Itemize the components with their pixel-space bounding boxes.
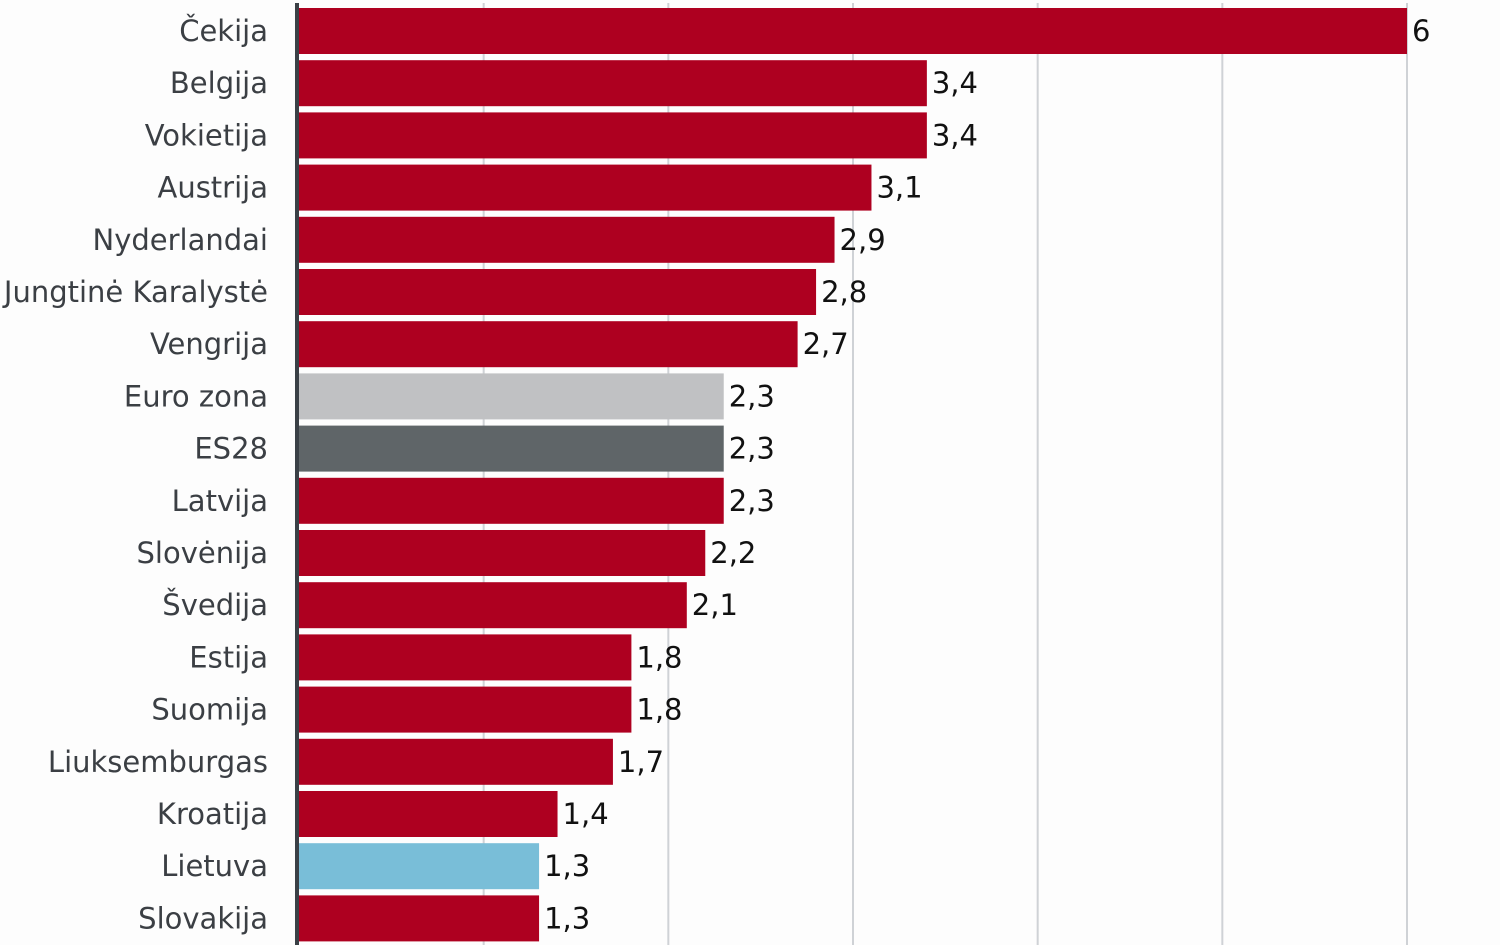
- category-label: Kroatija: [157, 797, 268, 831]
- category-label: Vokietija: [145, 118, 268, 152]
- category-label: Slovakija: [138, 901, 268, 935]
- category-label: Euro zona: [124, 379, 268, 413]
- value-label: 2,8: [821, 275, 867, 309]
- bar: [299, 791, 558, 837]
- value-label: 2,2: [710, 536, 756, 570]
- category-label: Suomija: [151, 693, 268, 727]
- value-label: 2,7: [803, 327, 849, 361]
- category-label: ES28: [194, 432, 268, 466]
- bar: [299, 477, 724, 524]
- value-label: 3,4: [932, 118, 978, 152]
- value-label: 2,9: [840, 223, 886, 257]
- bar: [299, 738, 613, 785]
- bar: [299, 582, 687, 629]
- category-label: Liuksemburgas: [48, 745, 268, 779]
- value-label: 2,3: [729, 484, 775, 518]
- bar: [299, 269, 817, 315]
- bar: [299, 843, 540, 890]
- category-label: Lietuva: [161, 849, 268, 883]
- bar: [299, 895, 540, 942]
- category-label: Švedija: [162, 588, 268, 622]
- value-label: 1,4: [563, 797, 609, 831]
- bar: [299, 8, 1407, 54]
- value-label: 3,1: [876, 171, 922, 205]
- bar: [299, 321, 798, 368]
- value-label: 2,1: [692, 588, 738, 622]
- value-label: 3,4: [932, 66, 978, 100]
- category-label: Jungtinė Karalystė: [2, 275, 268, 309]
- value-label: 1,7: [618, 745, 664, 779]
- category-label: Belgija: [170, 66, 268, 100]
- category-label: Austrija: [157, 171, 268, 205]
- value-label: 6: [1412, 14, 1430, 48]
- category-label: Latvija: [172, 484, 268, 518]
- bar: [299, 530, 706, 576]
- value-label: 2,3: [729, 432, 775, 466]
- value-label: 1,3: [544, 849, 590, 883]
- bar: [299, 425, 724, 472]
- bar: [299, 373, 724, 420]
- bar: [299, 686, 632, 733]
- category-label: Estija: [189, 640, 268, 674]
- category-label: Čekija: [179, 14, 268, 48]
- bar: [299, 164, 872, 211]
- value-label: 1,8: [636, 640, 682, 674]
- bar: [299, 634, 632, 681]
- category-label: Nyderlandai: [93, 223, 268, 257]
- bar: [299, 112, 927, 159]
- bar: [299, 60, 927, 107]
- category-label: Vengrija: [150, 327, 268, 361]
- bar: [299, 216, 835, 263]
- value-label: 1,8: [636, 693, 682, 727]
- value-label: 1,3: [544, 901, 590, 935]
- value-label: 2,3: [729, 379, 775, 413]
- category-label: Slovėnija: [137, 536, 268, 570]
